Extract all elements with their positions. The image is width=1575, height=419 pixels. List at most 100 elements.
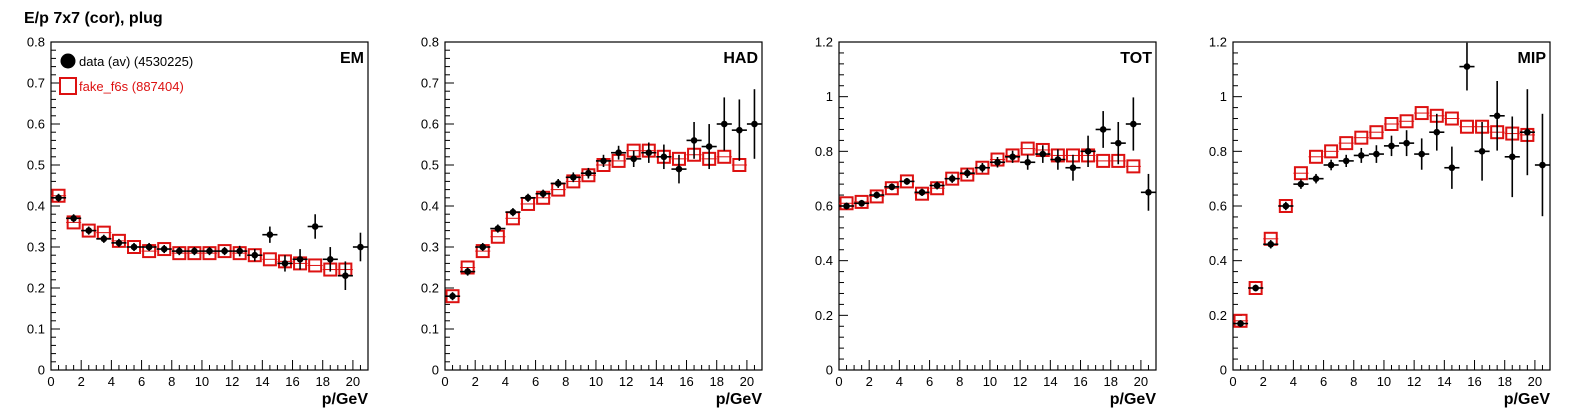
y-tick-label: 0.8 xyxy=(1209,144,1227,159)
data-marker xyxy=(296,255,304,263)
y-tick-label: 0.6 xyxy=(1209,199,1227,214)
data-marker xyxy=(1145,189,1152,196)
data-marker xyxy=(705,143,713,150)
mc-marker xyxy=(1324,144,1339,159)
mc-marker xyxy=(1096,153,1111,168)
mc-marker xyxy=(1293,166,1308,181)
x-tick-label: 0 xyxy=(441,374,448,389)
data-marker xyxy=(1418,150,1425,158)
x-tick-label: 18 xyxy=(1497,374,1511,389)
x-tick-label: 6 xyxy=(926,374,933,389)
data-marker xyxy=(1282,202,1290,210)
panel-mip: 0 2 4 6 8 10 12 14 16 18 20 0 0.2 0.4 0.6 0.8 1 1.2 p/GeV M… xyxy=(1209,35,1551,408)
data-marker xyxy=(751,120,758,128)
data-marker xyxy=(1024,158,1031,166)
data-marker xyxy=(70,215,77,222)
x-tick-label: 12 xyxy=(225,374,239,389)
page-title: E/p 7x7 (cor), plug xyxy=(24,10,163,27)
x-tick-label: 4 xyxy=(108,374,115,389)
data-marker xyxy=(160,245,168,253)
x-axis-label: p/GeV xyxy=(716,391,763,408)
panel-label: EM xyxy=(340,50,364,67)
y-tick-label: 0.7 xyxy=(27,76,45,91)
y-tick-label: 0.1 xyxy=(27,322,45,337)
data-marker xyxy=(690,137,698,144)
data-marker xyxy=(251,251,259,259)
panel-had: 0 2 4 6 8 10 12 14 16 18 20 0 0.1 0.2 0.3 0.4 0.5 0.6 0.7 0… xyxy=(421,35,763,408)
data-marker xyxy=(630,155,637,163)
x-tick-label: 14 xyxy=(255,374,269,389)
data-marker xyxy=(660,153,668,161)
data-marker xyxy=(1403,139,1410,147)
data-marker xyxy=(600,157,607,165)
x-tick-label: 12 xyxy=(1407,374,1421,389)
data-marker xyxy=(236,247,243,255)
data-marker xyxy=(1312,175,1320,182)
data-marker xyxy=(933,182,941,189)
mc-marker xyxy=(1399,114,1414,129)
mc-marker xyxy=(1384,117,1399,131)
data-marker xyxy=(1478,148,1486,155)
x-tick-label: 20 xyxy=(740,374,754,389)
y-tick-label: 0.4 xyxy=(421,199,439,214)
x-tick-label: 0 xyxy=(47,374,54,389)
y-tick-label: 0.3 xyxy=(421,240,439,255)
data-marker xyxy=(615,149,622,156)
mc-marker xyxy=(1414,106,1429,121)
data-marker xyxy=(191,247,198,255)
data-marker xyxy=(1237,320,1244,327)
y-tick-label: 1.2 xyxy=(815,35,833,50)
data-marker xyxy=(55,194,62,202)
x-tick-label: 20 xyxy=(1528,374,1542,389)
data-marker xyxy=(994,158,1001,166)
data-marker xyxy=(206,247,213,255)
legend-mc-marker xyxy=(59,77,77,95)
data-marker xyxy=(1069,164,1077,172)
data-marker xyxy=(873,191,881,199)
mc-marker xyxy=(884,181,899,196)
x-tick-label: 14 xyxy=(1437,374,1451,389)
mc-marker xyxy=(717,149,732,164)
panel-tot: 0 2 4 6 8 10 12 14 16 18 20 0 0.2 0.4 0.6 0.8 1 1.2 p/GeV T… xyxy=(815,35,1157,408)
data-marker xyxy=(1373,150,1380,158)
y-tick-label: 0.4 xyxy=(27,199,45,214)
x-tick-label: 0 xyxy=(1229,374,1236,389)
x-tick-label: 8 xyxy=(956,374,963,389)
data-marker xyxy=(675,165,683,173)
data-marker xyxy=(1448,164,1456,172)
data-marker xyxy=(524,194,532,202)
data-marker xyxy=(1508,153,1516,161)
data-marker xyxy=(918,189,926,196)
y-tick-label: 0.6 xyxy=(27,117,45,132)
data-marker xyxy=(85,227,93,234)
data-marker xyxy=(1054,156,1062,163)
mc-marker xyxy=(869,189,884,204)
mc-marker xyxy=(1444,111,1459,126)
y-tick-label: 0.8 xyxy=(421,35,439,50)
y-tick-label: 0.2 xyxy=(1209,308,1227,323)
data-marker xyxy=(1252,284,1259,292)
y-tick-label: 1.2 xyxy=(1209,35,1227,50)
data-marker xyxy=(145,243,153,251)
y-tick-label: 0.3 xyxy=(27,240,45,255)
x-tick-label: 2 xyxy=(472,374,479,389)
x-tick-label: 2 xyxy=(78,374,85,389)
data-marker xyxy=(948,175,956,182)
data-marker xyxy=(1009,153,1016,161)
data-marker xyxy=(464,268,471,275)
x-axis-label: p/GeV xyxy=(322,391,369,408)
mc-marker xyxy=(308,258,323,273)
x-tick-label: 8 xyxy=(1350,374,1357,389)
x-tick-label: 10 xyxy=(195,374,209,389)
y-tick-label: 0.4 xyxy=(815,253,833,268)
data-marker xyxy=(266,231,274,238)
data-marker xyxy=(888,183,896,191)
x-tick-label: 20 xyxy=(346,374,360,389)
x-tick-label: 12 xyxy=(619,374,633,389)
y-tick-label: 0.5 xyxy=(421,158,439,173)
data-marker xyxy=(1130,120,1137,128)
y-tick-label: 0.7 xyxy=(421,76,439,91)
y-tick-label: 0.1 xyxy=(421,322,439,337)
data-marker xyxy=(281,260,289,267)
x-tick-label: 16 xyxy=(679,374,693,389)
